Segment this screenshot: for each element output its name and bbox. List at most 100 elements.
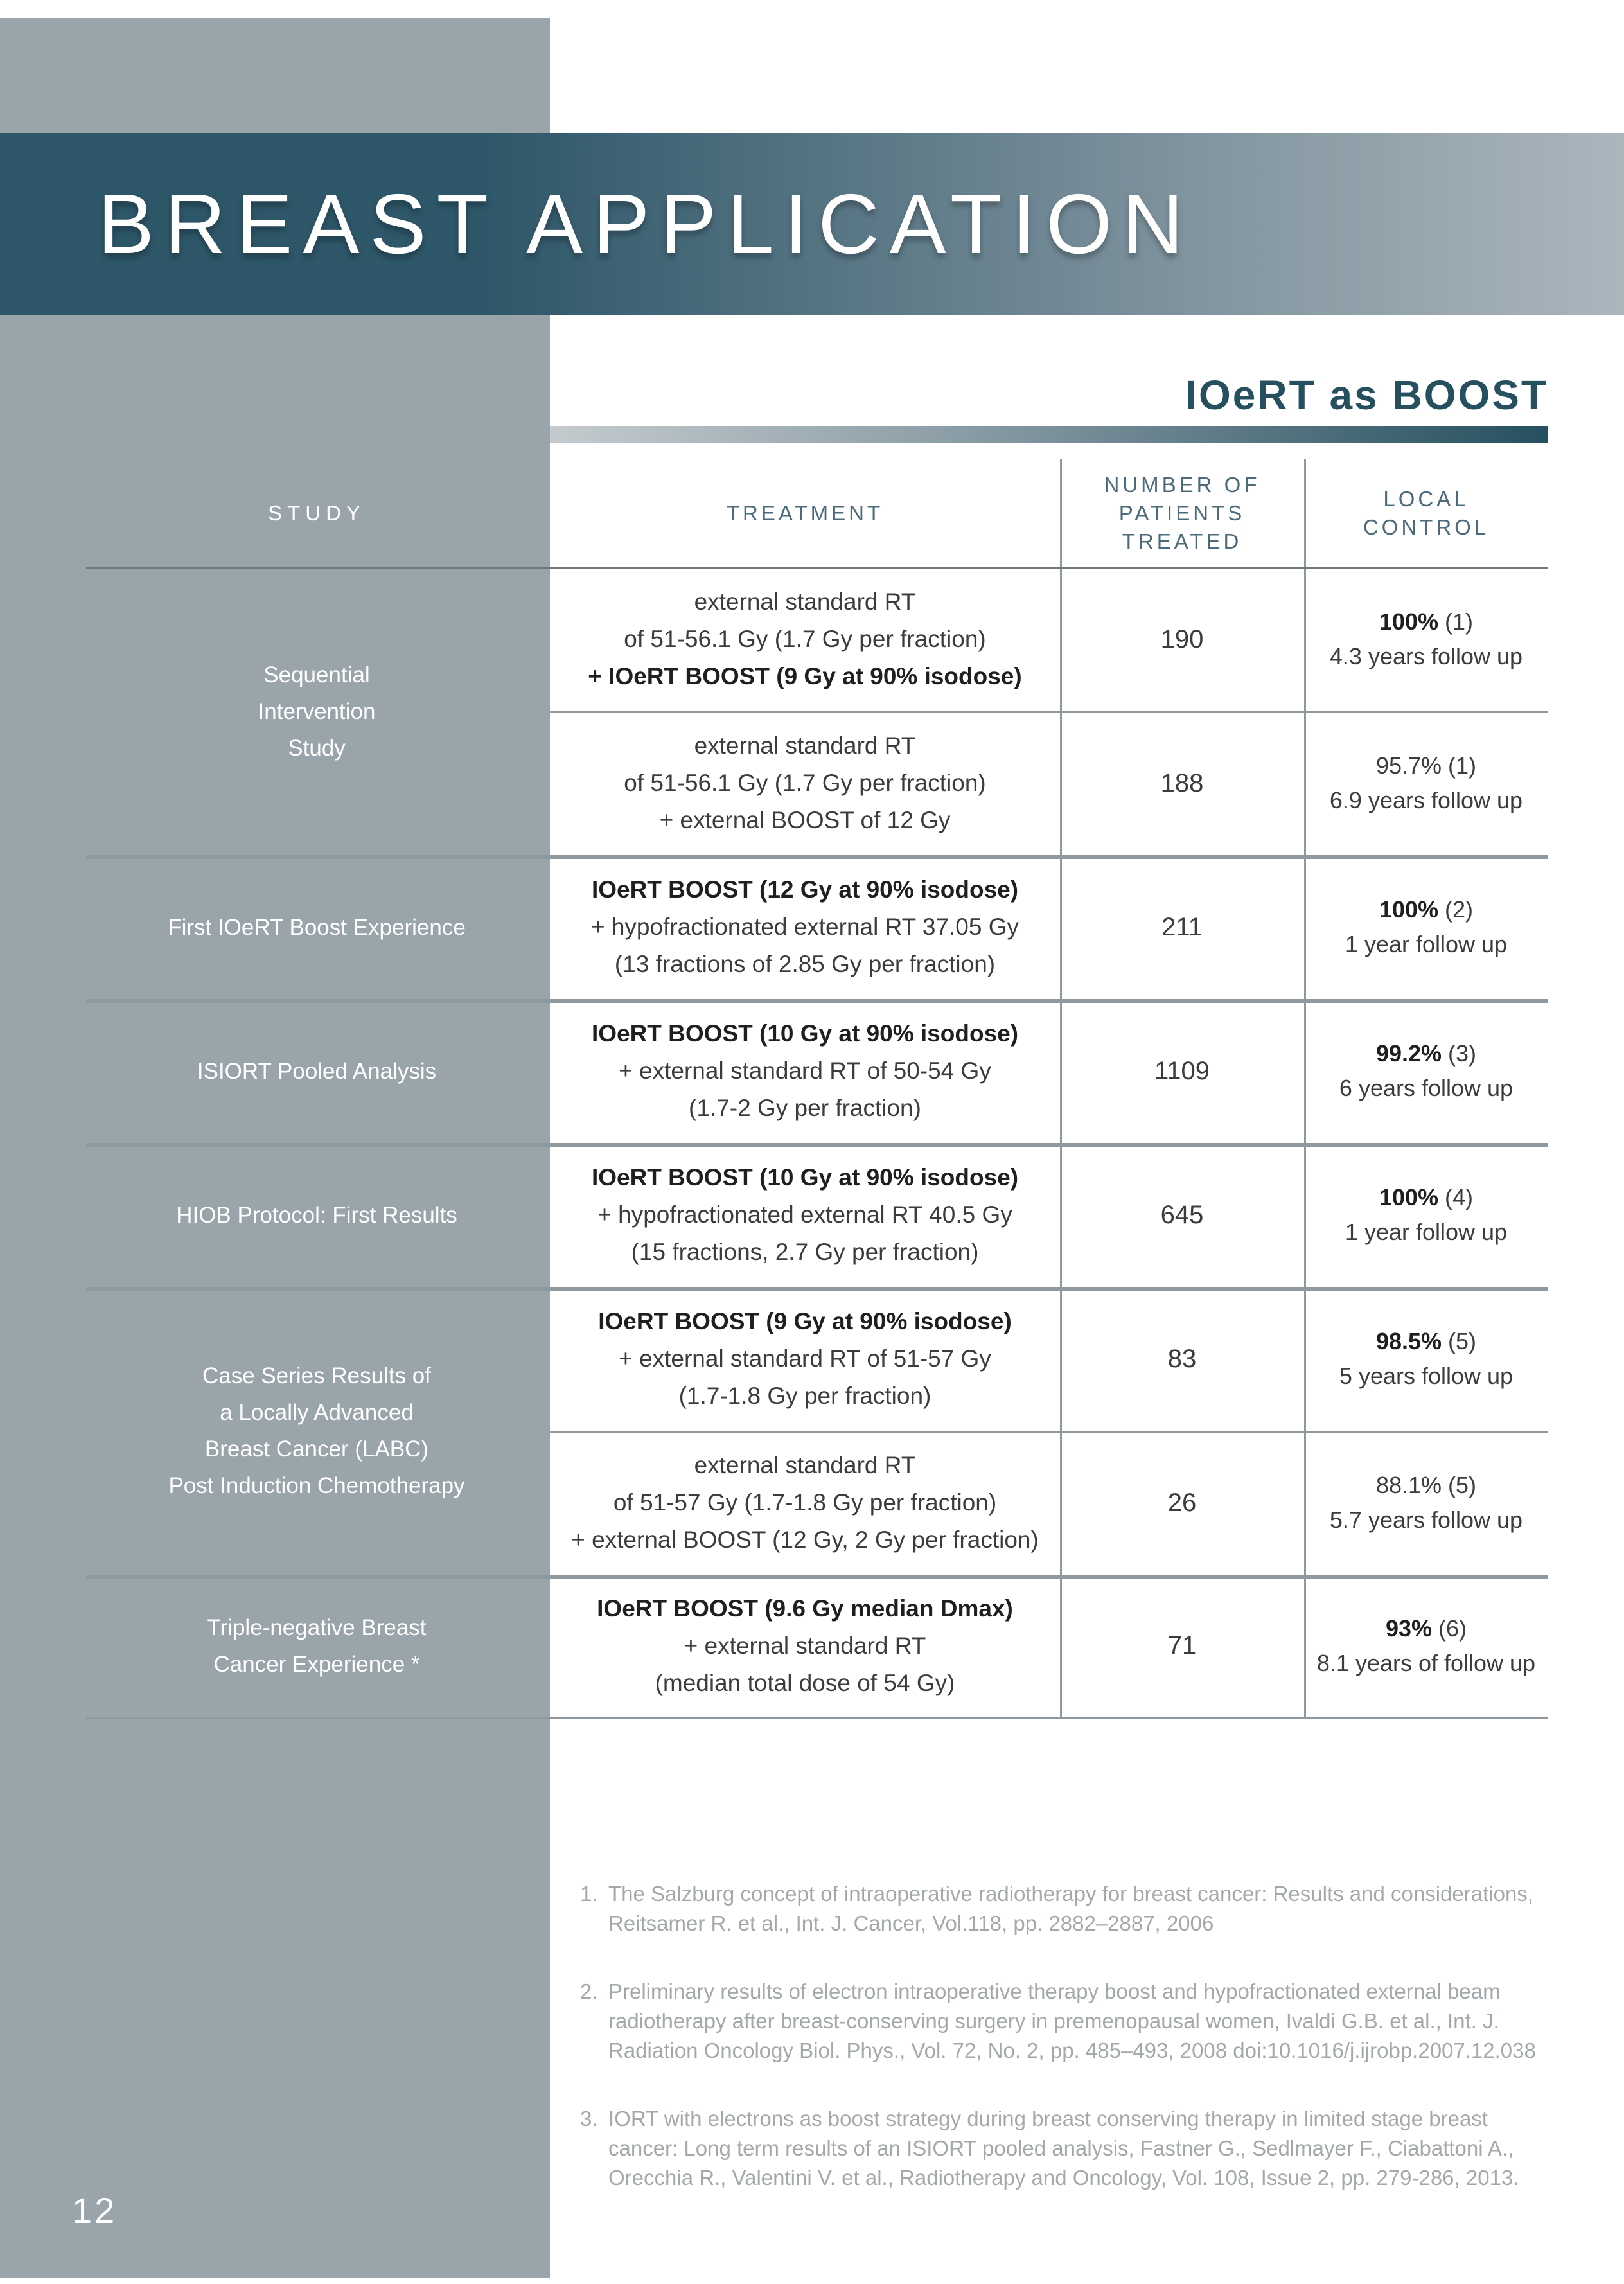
- treatment-cell: IOeRT BOOST (9.6 Gy median Dmax) + exter…: [556, 1575, 1054, 1717]
- follow-up: 4.3 years follow up: [1329, 643, 1523, 669]
- treatment-line: of 51-56.1 Gy (1.7 Gy per fraction): [624, 770, 986, 796]
- table-row-divider: [550, 1431, 1548, 1433]
- footnote: 1. The Salzburg concept of intraoperativ…: [580, 1879, 1557, 1938]
- follow-up: 1 year follow up: [1345, 1219, 1508, 1245]
- follow-up: 5.7 years follow up: [1329, 1507, 1523, 1533]
- treatment-line: IOeRT BOOST (10 Gy at 90% isodose): [591, 1164, 1019, 1191]
- study-label: Triple-negative Breast Cancer Experience…: [84, 1575, 550, 1717]
- footnote-text: IORT with electrons as boost strategy du…: [608, 2107, 1519, 2190]
- patients-cell: 190: [1062, 567, 1302, 711]
- section-title: IOeRT as BOOST: [1185, 372, 1548, 418]
- study-label: First IOeRT Boost Experience: [84, 855, 550, 999]
- local-control-rate: 100% (1): [1379, 608, 1474, 635]
- study-label-line: First IOeRT Boost Experience: [168, 914, 466, 940]
- local-control-rate: 88.1% (5): [1375, 1472, 1477, 1498]
- treatment-cell: IOeRT BOOST (10 Gy at 90% isodose) + hyp…: [556, 1143, 1054, 1287]
- treatment-line: external standard RT: [694, 1452, 916, 1478]
- study-label-line: Study: [288, 735, 346, 761]
- column-header-local-control: LOCAL CONTROL: [1363, 487, 1490, 539]
- treatment-line: + IOeRT BOOST (9 Gy at 90% isodose): [588, 663, 1022, 689]
- treatment-cell: external standard RT of 51-56.1 Gy (1.7 …: [556, 711, 1054, 855]
- treatment-line: + external BOOST of 12 Gy: [659, 807, 951, 833]
- treatment-line: (1.7-1.8 Gy per fraction): [678, 1383, 931, 1409]
- treatment-line: (13 fractions of 2.85 Gy per fraction): [614, 951, 996, 977]
- footnote-number: 3.: [580, 2107, 598, 2130]
- column-header-study: STUDY: [268, 501, 366, 525]
- treatment-line: + external standard RT: [684, 1632, 926, 1659]
- local-control-cell: 88.1% (5) 5.7 years follow up: [1306, 1431, 1546, 1575]
- follow-up: 6.9 years follow up: [1329, 787, 1523, 813]
- patients-count: 26: [1167, 1488, 1197, 1517]
- patients-count: 83: [1167, 1344, 1197, 1373]
- study-label: HIOB Protocol: First Results: [84, 1143, 550, 1287]
- footnote: 3. IORT with electrons as boost strategy…: [580, 2104, 1557, 2193]
- page-header-band: BREAST APPLICATION: [0, 133, 1624, 315]
- patients-cell: 1109: [1062, 999, 1302, 1143]
- treatment-line: (1.7-2 Gy per fraction): [689, 1095, 921, 1121]
- study-label-line: Cancer Experience *: [213, 1651, 420, 1677]
- table-group-divider: [86, 1143, 1548, 1147]
- patients-count: 211: [1161, 912, 1203, 941]
- patients-count: 645: [1160, 1200, 1204, 1229]
- footnotes: 1. The Salzburg concept of intraoperativ…: [580, 1879, 1557, 2231]
- study-label-line: a Locally Advanced: [220, 1400, 414, 1425]
- column-header-treatment: TREATMENT: [726, 501, 884, 525]
- patients-cell: 211: [1062, 855, 1302, 999]
- table-row-divider: [550, 711, 1548, 713]
- treatment-cell: external standard RT of 51-57 Gy (1.7-1.…: [556, 1431, 1054, 1575]
- treatment-line: + external BOOST (12 Gy, 2 Gy per fracti…: [571, 1527, 1039, 1553]
- table-group-divider: [86, 999, 1548, 1003]
- follow-up: 6 years follow up: [1339, 1075, 1514, 1101]
- patients-count: 1109: [1154, 1056, 1210, 1085]
- page-number: 12: [72, 2190, 118, 2231]
- treatment-line: IOeRT BOOST (9.6 Gy median Dmax): [597, 1595, 1013, 1622]
- local-control-rate: 93% (6): [1385, 1615, 1467, 1642]
- table-bottom-divider: [86, 1717, 1548, 1719]
- study-label: ISIORT Pooled Analysis: [84, 999, 550, 1143]
- treatment-line: IOeRT BOOST (10 Gy at 90% isodose): [591, 1020, 1019, 1047]
- footnote-text: The Salzburg concept of intraoperative r…: [608, 1882, 1533, 1935]
- footnote-number: 1.: [580, 1882, 598, 1906]
- study-label-line: Post Induction Chemotherapy: [168, 1473, 465, 1498]
- local-control-rate: 100% (2): [1379, 896, 1474, 923]
- study-label-line: Intervention: [258, 698, 376, 724]
- follow-up: 8.1 years of follow up: [1316, 1649, 1536, 1676]
- study-label-line: Breast Cancer (LABC): [204, 1437, 429, 1462]
- study-label-line: ISIORT Pooled Analysis: [197, 1058, 437, 1084]
- treatment-line: + hypofractionated external RT 37.05 Gy: [590, 914, 1019, 940]
- treatment-line: IOeRT BOOST (9 Gy at 90% isodose): [598, 1308, 1012, 1334]
- local-control-cell: 99.2% (3) 6 years follow up: [1306, 999, 1546, 1143]
- local-control-cell: 100% (1) 4.3 years follow up: [1306, 567, 1546, 711]
- table-vertical-divider: [1060, 459, 1062, 1717]
- patients-count: 190: [1160, 624, 1204, 653]
- study-label-line: Triple-negative Breast: [207, 1615, 427, 1640]
- local-control-rate: 98.5% (5): [1375, 1328, 1477, 1354]
- treatment-cell: IOeRT BOOST (10 Gy at 90% isodose) + ext…: [556, 999, 1054, 1143]
- follow-up: 5 years follow up: [1339, 1363, 1514, 1389]
- study-label-line: HIOB Protocol: First Results: [176, 1202, 457, 1228]
- study-label-line: Case Series Results of: [202, 1363, 431, 1388]
- treatment-line: IOeRT BOOST (12 Gy at 90% isodose): [591, 876, 1019, 903]
- treatment-line: (median total dose of 54 Gy): [655, 1669, 955, 1696]
- local-control-cell: 95.7% (1) 6.9 years follow up: [1306, 711, 1546, 855]
- treatment-cell: IOeRT BOOST (9 Gy at 90% isodose) + exte…: [556, 1287, 1054, 1431]
- treatment-line: external standard RT: [694, 732, 916, 759]
- patients-cell: 83: [1062, 1287, 1302, 1431]
- study-label-line: Sequential: [263, 662, 370, 687]
- treatment-line: + hypofractionated external RT 40.5 Gy: [597, 1201, 1012, 1228]
- treatment-line: external standard RT: [694, 589, 916, 615]
- treatment-cell: external standard RT of 51-56.1 Gy (1.7 …: [556, 567, 1054, 711]
- section-underline-bar: [550, 426, 1548, 443]
- table-header-divider: [86, 567, 1548, 569]
- table-group-divider: [86, 1287, 1548, 1291]
- patients-cell: 71: [1062, 1575, 1302, 1717]
- patients-count: 188: [1160, 768, 1204, 797]
- table-vertical-divider: [1304, 459, 1306, 1717]
- treatment-line: + external standard RT of 50-54 Gy: [619, 1058, 991, 1084]
- footnote-number: 2.: [580, 1979, 598, 2003]
- study-label: Case Series Results of a Locally Advance…: [84, 1287, 550, 1575]
- treatment-cell: IOeRT BOOST (12 Gy at 90% isodose) + hyp…: [556, 855, 1054, 999]
- treatment-line: + external standard RT of 51-57 Gy: [619, 1345, 991, 1372]
- patients-cell: 645: [1062, 1143, 1302, 1287]
